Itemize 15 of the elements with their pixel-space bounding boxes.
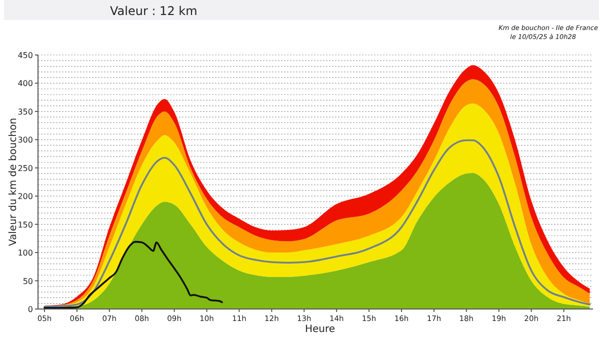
y-tick-label: 0 <box>28 305 33 314</box>
y-tick-label: 250 <box>18 164 33 173</box>
y-tick-label: 450 <box>18 51 33 60</box>
x-axis-title: Heure <box>304 324 336 335</box>
y-tick-label: 50 <box>22 276 33 286</box>
chart-title: Valeur : 12 km <box>110 4 198 18</box>
y-tick-label: 350 <box>18 107 33 116</box>
y-tick-label: 300 <box>18 136 33 145</box>
line-series <box>44 139 591 308</box>
y-tick-label: 400 <box>18 79 33 88</box>
y-tick-label: 200 <box>18 192 33 202</box>
y-axis-title: Valeur du km de bouchon <box>8 118 19 246</box>
y-tick-label: 150 <box>18 220 33 230</box>
line-series <box>44 240 223 309</box>
y-tick-label: 100 <box>18 248 33 258</box>
